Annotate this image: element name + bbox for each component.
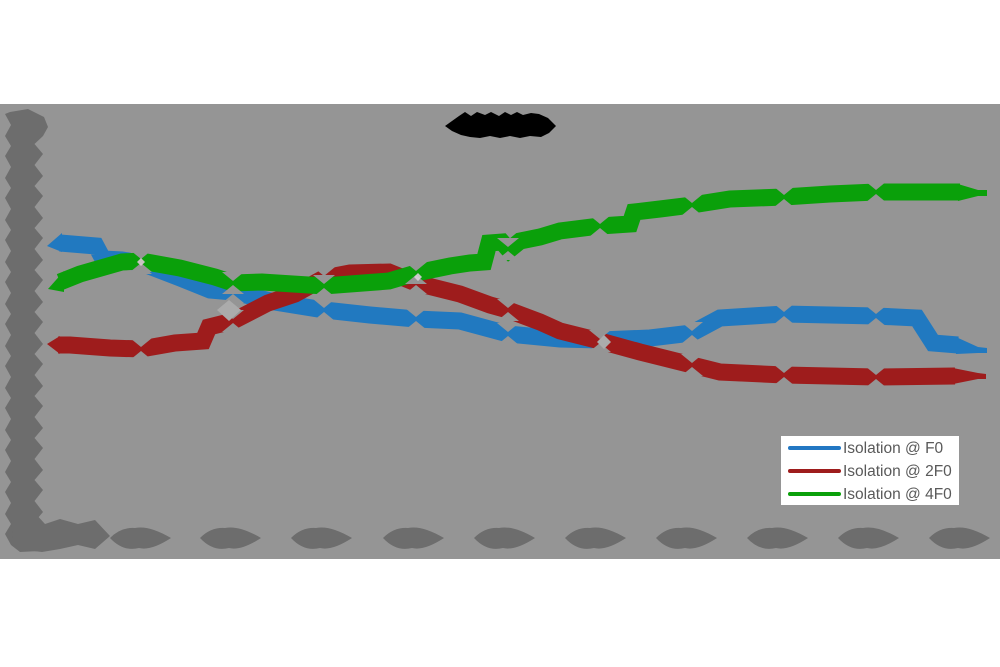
svg-text:Isolation @ 2F0: Isolation @ 2F0 [843,463,952,480]
svg-text:Isolation @ F0: Isolation @ F0 [843,440,944,457]
svg-text:Isolation @ 4F0: Isolation @ 4F0 [843,486,952,503]
